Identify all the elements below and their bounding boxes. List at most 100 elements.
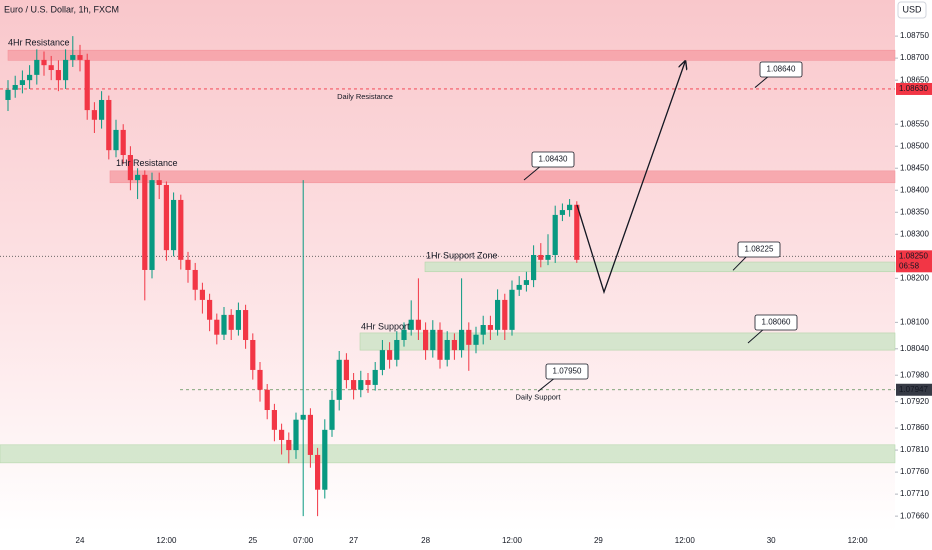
y-tick-label: 1.07920 bbox=[900, 397, 929, 406]
callout-label: 1.08430 bbox=[539, 155, 568, 164]
projection-arrow bbox=[576, 62, 685, 295]
candle-body bbox=[84, 59, 90, 111]
candle-body bbox=[466, 329, 472, 345]
y-tick-label: 1.08350 bbox=[900, 207, 929, 216]
level-label: Daily Resistance bbox=[337, 92, 393, 101]
zone-label: 1Hr Resistance bbox=[116, 158, 178, 168]
price-tag bbox=[896, 82, 932, 95]
candle-body bbox=[516, 284, 522, 290]
callout-pointer bbox=[747, 327, 766, 344]
y-tick-label: 1.08700 bbox=[900, 53, 929, 62]
zone-label: 4Hr Support bbox=[361, 321, 410, 331]
zone-label: 4Hr Resistance bbox=[8, 38, 70, 48]
y-tick-label: 1.07710 bbox=[900, 489, 929, 498]
price-tag-label: 1.07947 bbox=[899, 385, 928, 394]
candle-body bbox=[329, 399, 335, 430]
candle-body bbox=[5, 89, 11, 100]
callout-box bbox=[737, 241, 781, 258]
candle-body bbox=[228, 314, 234, 330]
zone-label: 1Hr Support Zone bbox=[426, 250, 498, 260]
last-price-label: 1.08250 bbox=[899, 251, 928, 260]
candle-body bbox=[214, 319, 220, 335]
y-tick-label: 1.08650 bbox=[900, 75, 929, 84]
y-tick-label: 1.07860 bbox=[900, 423, 929, 432]
x-tick-label: 27 bbox=[349, 536, 358, 545]
candle-body bbox=[343, 359, 349, 381]
level-label: Daily Support bbox=[515, 393, 561, 402]
candle-body bbox=[113, 129, 119, 151]
candle-body bbox=[559, 210, 565, 215]
callout-pointer bbox=[537, 376, 557, 392]
candle-body bbox=[271, 410, 277, 430]
callout-pointer bbox=[732, 254, 749, 271]
candle-body bbox=[257, 369, 263, 390]
candle-body bbox=[243, 310, 249, 340]
y-tick-label: 1.08300 bbox=[900, 229, 929, 238]
candle-body bbox=[415, 319, 421, 330]
candle-body bbox=[444, 339, 450, 360]
candle-body bbox=[221, 314, 227, 335]
callout-label: 1.08060 bbox=[762, 318, 791, 327]
candle-body bbox=[423, 329, 429, 351]
candle-body bbox=[574, 204, 580, 260]
candle-body bbox=[387, 350, 393, 360]
candle-body bbox=[41, 59, 47, 66]
candle-body bbox=[27, 74, 33, 81]
candle-body bbox=[178, 199, 184, 260]
candle-body bbox=[523, 280, 529, 285]
candle-body bbox=[70, 55, 76, 60]
x-tick-label: 25 bbox=[248, 536, 257, 545]
candle-body bbox=[99, 99, 105, 120]
candle-body bbox=[235, 310, 241, 330]
candle-body bbox=[55, 70, 61, 81]
candle-body bbox=[430, 329, 436, 351]
candle-body bbox=[502, 299, 508, 330]
candle-body bbox=[408, 319, 414, 330]
y-tick-label: 1.08450 bbox=[900, 163, 929, 172]
y-tick-label: 1.08100 bbox=[900, 317, 929, 326]
candle-body bbox=[336, 359, 342, 400]
y-tick-label: 1.08400 bbox=[900, 185, 929, 194]
candle-body bbox=[156, 180, 162, 185]
x-tick-label: 12:00 bbox=[156, 536, 177, 545]
candle-body bbox=[199, 289, 205, 300]
x-tick-label: 12:00 bbox=[502, 536, 523, 545]
candle-body bbox=[351, 380, 357, 390]
currency-box[interactable] bbox=[897, 1, 927, 19]
y-tick-label: 1.07660 bbox=[900, 511, 929, 520]
callout-box bbox=[531, 151, 575, 168]
candle-body bbox=[34, 59, 40, 75]
candle-body bbox=[12, 84, 18, 90]
candle-body bbox=[120, 129, 126, 156]
candle-body bbox=[401, 329, 407, 340]
y-tick-label: 1.07810 bbox=[900, 445, 929, 454]
candle-body bbox=[567, 204, 573, 211]
candle-body bbox=[279, 429, 285, 440]
candle-body bbox=[495, 299, 501, 330]
price-tag bbox=[896, 383, 932, 396]
y-tick-label: 1.08200 bbox=[900, 273, 929, 282]
candle-body bbox=[509, 289, 515, 330]
candle-body bbox=[286, 439, 292, 451]
candle-body bbox=[538, 254, 544, 260]
candle-body bbox=[322, 429, 328, 490]
y-tick-label: 1.07760 bbox=[900, 467, 929, 476]
zone bbox=[359, 332, 896, 351]
currency: USD bbox=[902, 4, 922, 14]
x-tick-label: 12:00 bbox=[675, 536, 696, 545]
callout-label: 1.07950 bbox=[553, 367, 582, 376]
y-tick-label: 1.08500 bbox=[900, 141, 929, 150]
candle-body bbox=[19, 80, 25, 85]
time-axis bbox=[0, 532, 895, 550]
x-tick-label: 29 bbox=[594, 536, 603, 545]
callout-box bbox=[759, 61, 803, 78]
candle-body bbox=[372, 369, 378, 385]
callout-pointer bbox=[523, 164, 543, 181]
candle-body bbox=[163, 184, 169, 251]
callout-box bbox=[754, 314, 798, 331]
last-price-tag bbox=[896, 250, 932, 273]
price-tag-label: 1.08630 bbox=[899, 84, 928, 93]
y-tick-label: 1.07980 bbox=[900, 370, 929, 379]
candle-body bbox=[473, 334, 479, 345]
candle-body bbox=[451, 339, 457, 351]
